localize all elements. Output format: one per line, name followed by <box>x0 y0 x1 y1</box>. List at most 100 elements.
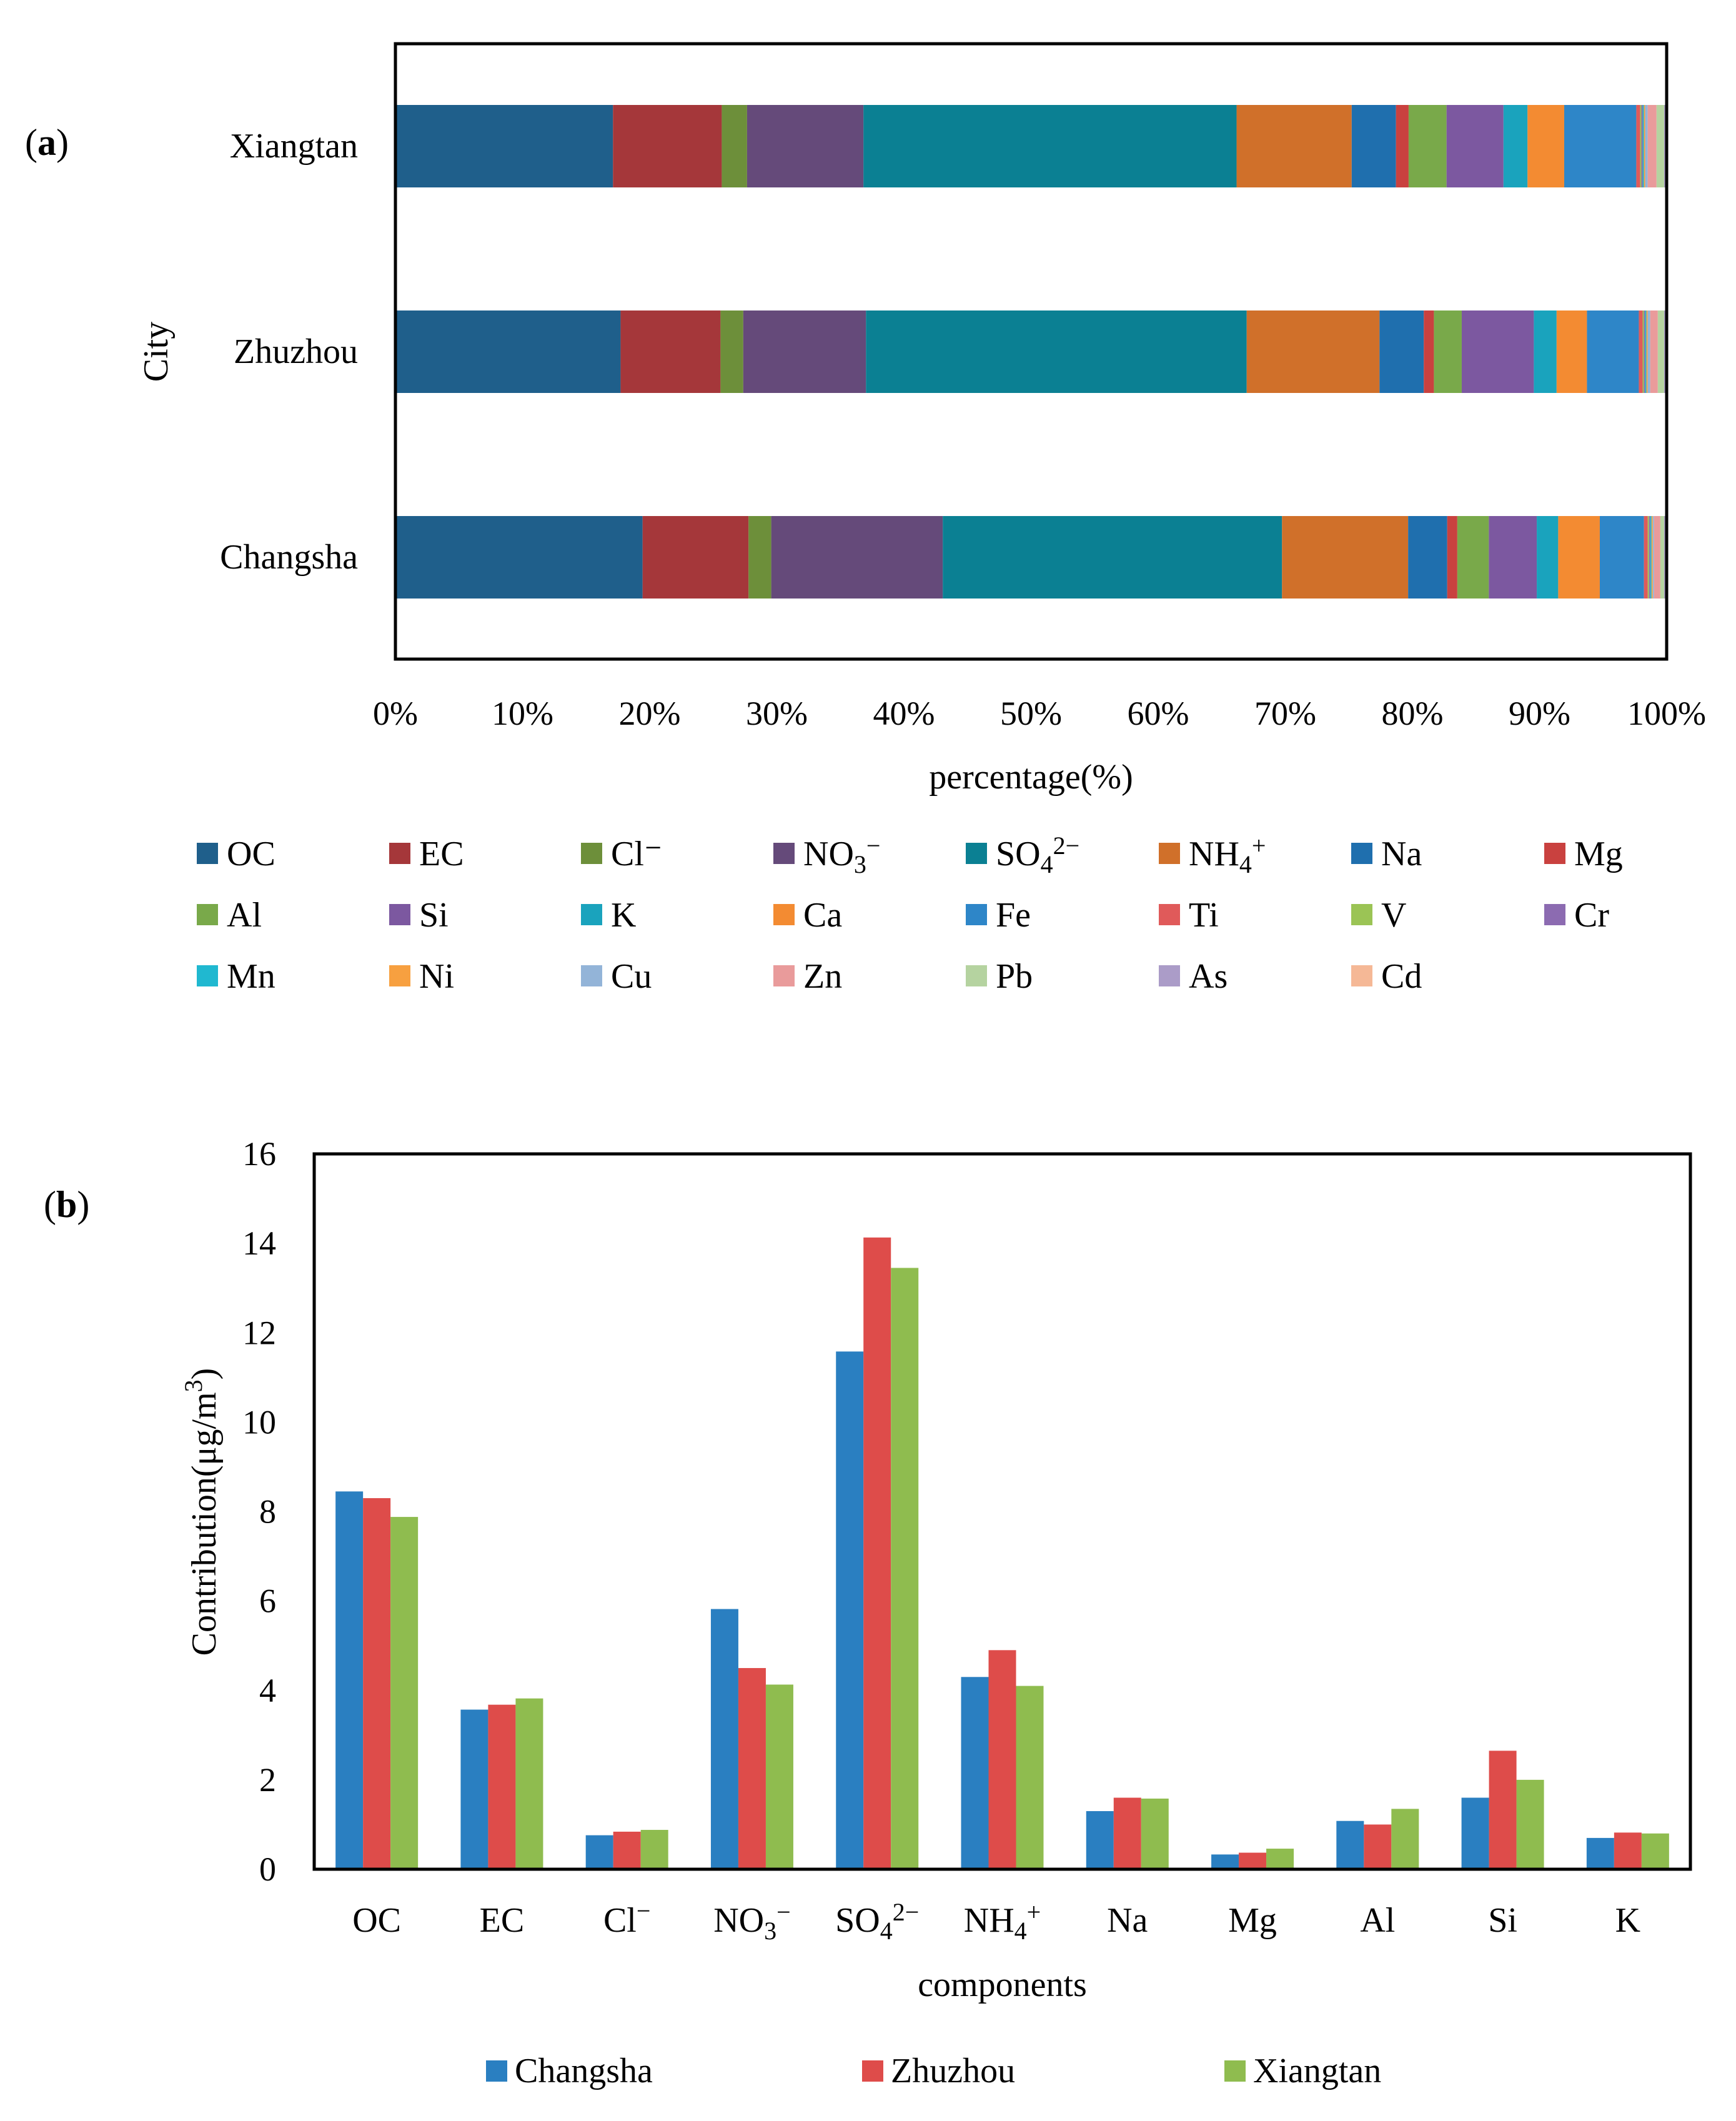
bar-segment-zhuzhou-na <box>1379 310 1424 393</box>
legend-swatch <box>581 965 602 986</box>
panel-a-label: (a) <box>25 122 69 163</box>
legend-item-nh4: NH4+ <box>1159 832 1266 878</box>
bar-segment-xiangtan-na <box>1351 105 1396 187</box>
bar-segment-zhuzhou-ni <box>1646 310 1648 393</box>
legend-swatch <box>862 2060 883 2082</box>
x-tick-label: 10% <box>492 695 553 732</box>
legend-swatch <box>581 843 602 864</box>
bar-segment-zhuzhou-ti <box>1639 310 1643 393</box>
legend-swatch <box>1159 965 1180 986</box>
x-tick-label: 70% <box>1254 695 1316 732</box>
legend-item-ec: EC <box>389 835 464 873</box>
bar-segment-zhuzhou-zn <box>1650 310 1658 393</box>
legend-swatch <box>486 2060 507 2082</box>
legend-item-as: As <box>1159 957 1228 996</box>
legend-item-v: V <box>1351 896 1406 935</box>
legend-label: Fe <box>996 896 1031 935</box>
y-tick-label: 4 <box>259 1672 276 1709</box>
legend-swatch <box>581 904 602 925</box>
bar-segment-changsha-oc <box>395 516 643 599</box>
x-tick-label: 0% <box>373 695 418 732</box>
legend-swatch <box>1544 843 1565 864</box>
x-tick-label: 100% <box>1627 695 1706 732</box>
bar-segment-zhuzhou-cl <box>720 310 743 393</box>
bar-ec-xiangtan <box>515 1698 543 1869</box>
bar-si-zhuzhou <box>1489 1751 1517 1869</box>
bar-nh4-xiangtan <box>1016 1686 1044 1869</box>
bar-segment-xiangtan-mn <box>1642 105 1644 187</box>
x-tick-label: 90% <box>1509 695 1570 732</box>
bar-segment-zhuzhou-al <box>1434 310 1462 393</box>
bar-oc-zhuzhou <box>363 1498 391 1869</box>
legend-item-na: Na <box>1351 835 1422 873</box>
legend-label: Xiangtan <box>1253 2052 1381 2090</box>
bar-segment-zhuzhou-mg <box>1424 310 1434 393</box>
bar-oc-changsha <box>335 1491 364 1869</box>
bar-segment-xiangtan-ec <box>613 105 722 187</box>
legend-swatch <box>197 904 218 925</box>
bar-k-xiangtan <box>1641 1833 1669 1869</box>
bar-segment-changsha-si <box>1489 516 1537 599</box>
legend-label: Al <box>227 896 262 935</box>
bar-oc-xiangtan <box>390 1517 419 1869</box>
legend-label: Zhuzhou <box>891 2052 1015 2090</box>
y-tick-label: 14 <box>242 1224 276 1262</box>
legend-item-so42: SO42− <box>966 832 1079 878</box>
legend-item-mg: Mg <box>1544 835 1623 873</box>
bar-segment-xiangtan-cl <box>722 105 747 187</box>
bar-k-zhuzhou <box>1614 1832 1642 1869</box>
legend-label: V <box>1381 896 1406 935</box>
bar-al-xiangtan <box>1391 1809 1419 1869</box>
bar-segment-xiangtan-zn <box>1647 105 1657 187</box>
legend-label: Cd <box>1381 957 1422 996</box>
x-tick-label: 20% <box>619 695 681 732</box>
legend-swatch <box>1351 843 1372 864</box>
legend-item-zhuzhou: Zhuzhou <box>862 2052 1015 2090</box>
legend-label: Pb <box>996 957 1033 996</box>
bar-segment-zhuzhou-cu <box>1647 310 1650 393</box>
bar-al-zhuzhou <box>1364 1824 1392 1869</box>
legend-swatch <box>389 965 410 986</box>
legend-label: Cl⁻ <box>611 835 662 873</box>
component-label: EC <box>480 1901 525 1940</box>
bar-cl-xiangtan <box>640 1830 668 1869</box>
legend-label: Cu <box>611 957 652 996</box>
bar-segment-changsha-fe <box>1600 516 1644 599</box>
bar-segment-xiangtan-oc <box>395 105 613 187</box>
bar-mg-xiangtan <box>1266 1849 1294 1869</box>
y-tick-label: 2 <box>259 1761 276 1799</box>
bar-segment-xiangtan-ca <box>1527 105 1564 187</box>
bar-segment-changsha-na <box>1408 516 1447 599</box>
bar-segment-xiangtan-k <box>1503 105 1528 187</box>
bar-segment-changsha-ec <box>642 516 749 599</box>
bar-so42-changsha <box>836 1351 864 1869</box>
bar-segment-xiangtan-as <box>1664 105 1665 187</box>
bar-segment-changsha-ti <box>1644 516 1648 599</box>
bar-segment-changsha-mg <box>1447 516 1457 599</box>
panel-a-city-labels: Xiangtan Zhuzhou Changsha <box>220 127 358 577</box>
bar-no3-zhuzhou <box>738 1667 766 1869</box>
bar-segment-xiangtan-v <box>1640 105 1642 187</box>
legend-item-ca: Ca <box>773 896 842 935</box>
panel-b-plot-frame <box>312 1152 1692 1871</box>
legend-label: Changsha <box>515 2052 653 2090</box>
legend-swatch <box>389 904 410 925</box>
y-tick-label: 8 <box>259 1493 276 1531</box>
legend-label: EC <box>419 835 464 873</box>
bar-nh4-zhuzhou <box>988 1650 1016 1869</box>
bar-segment-zhuzhou-ca <box>1556 310 1587 393</box>
panel-b-y-ticks: 0 2 4 6 8 10 12 14 16 <box>242 1135 276 1888</box>
bar-no3-changsha <box>710 1609 738 1869</box>
y-tick-label: 12 <box>242 1314 276 1351</box>
legend-swatch <box>1351 965 1372 986</box>
component-label: Mg <box>1228 1901 1277 1940</box>
bar-segment-zhuzhou-so42 <box>866 310 1247 393</box>
legend-swatch <box>197 965 218 986</box>
legend-swatch <box>966 965 987 986</box>
component-label: Si <box>1488 1901 1517 1940</box>
bar-segment-xiangtan-pb <box>1656 105 1664 187</box>
panel-a-y-axis-title: City <box>137 322 176 382</box>
component-label: Na <box>1107 1901 1148 1940</box>
